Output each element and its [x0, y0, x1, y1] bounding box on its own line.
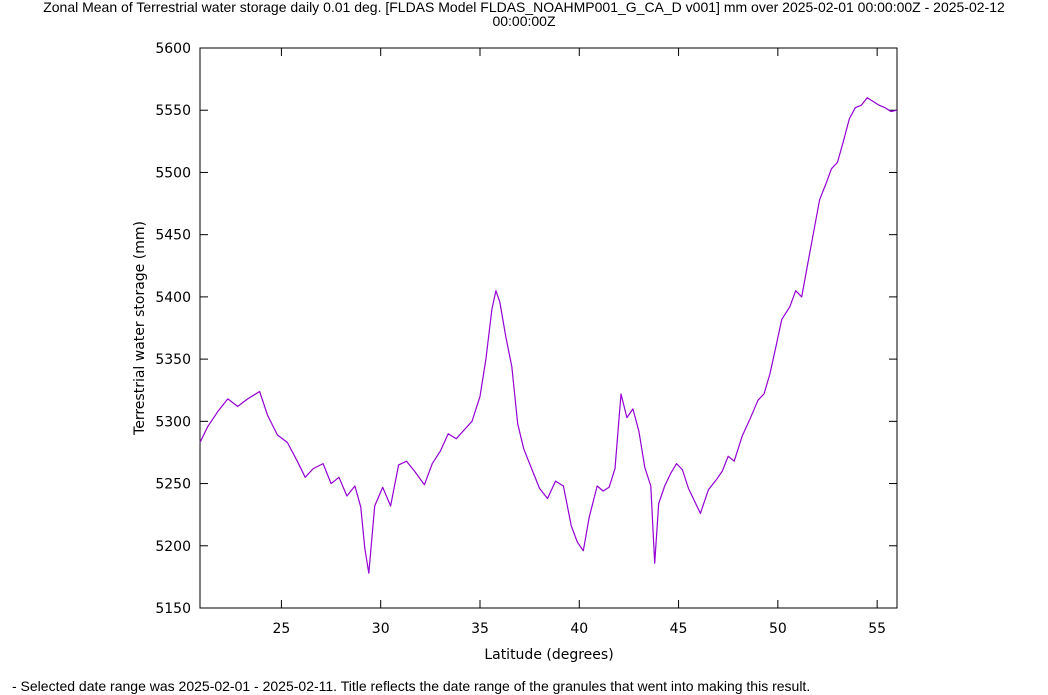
- y-tick-label: 5500: [155, 165, 191, 181]
- y-tick-label: 5450: [155, 228, 191, 244]
- y-tick-label: 5400: [155, 290, 191, 306]
- plot-frame: [199, 47, 898, 609]
- x-tick-label: 35: [471, 621, 489, 637]
- x-tick-label: 40: [570, 621, 588, 637]
- y-tick-label: 5250: [155, 477, 191, 493]
- chart-title-line-2: 00:00:00Z: [492, 13, 555, 29]
- x-axis-label: Latitude (degrees): [484, 647, 613, 663]
- x-tick-label: 25: [273, 621, 291, 637]
- x-tick-label: 45: [670, 621, 688, 637]
- y-tick-label: 5350: [155, 352, 191, 368]
- y-axis-label: Terrestrial water storage (mm): [132, 221, 148, 436]
- y-tick-label: 5300: [155, 414, 191, 430]
- caption-note: - Selected date range was 2025-02-01 - 2…: [12, 678, 810, 694]
- y-tick-label: 5150: [155, 601, 191, 617]
- y-tick-label: 5550: [155, 103, 191, 119]
- y-tick-label: 5200: [155, 539, 191, 555]
- x-tick-label: 30: [372, 621, 390, 637]
- y-tick-label: 5600: [155, 41, 191, 57]
- x-tick-label: 50: [769, 621, 787, 637]
- series-line: [199, 97, 898, 574]
- plot-area: 25 30 35 40 45 50 55 5150 5200 5250 5300 5350 5400 54…: [155, 41, 898, 637]
- chart-title-line-1: Zonal Mean of Terrestrial water storage …: [43, 0, 1005, 15]
- x-tick-label: 55: [868, 621, 886, 637]
